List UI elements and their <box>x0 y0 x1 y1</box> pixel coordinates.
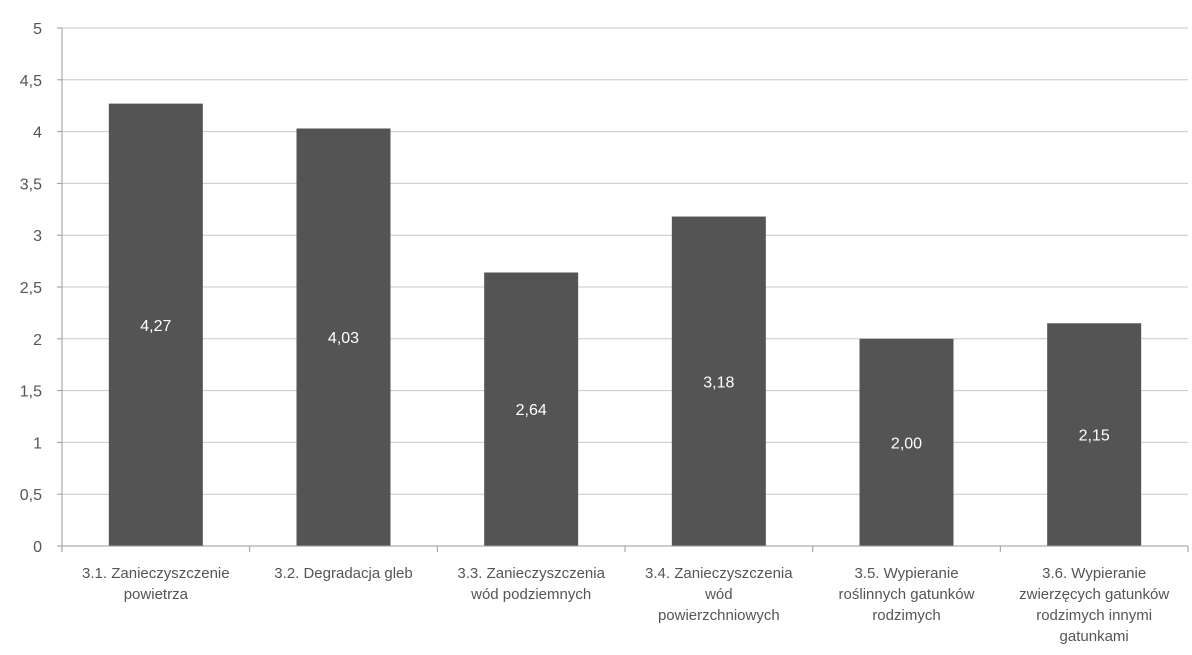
category-label-line: powietrza <box>124 586 189 603</box>
bar <box>1047 323 1142 546</box>
x-axis-category-labels: 3.1. Zanieczyszczenie powietrza 3.2. Degra… <box>82 565 1169 645</box>
category-label-line: 3.2. Degradacja gleb <box>274 565 412 582</box>
data-label: 2,15 <box>1079 428 1110 445</box>
category-label-line: wód podziemnych <box>470 586 591 603</box>
category-label-line: zwierzęcych gatunków <box>1019 586 1169 603</box>
y-tick-label: 5 <box>33 21 42 38</box>
y-tick-label: 3 <box>33 228 42 245</box>
category-label-line: 3.3. Zanieczyszczenia <box>457 565 605 582</box>
bars <box>108 103 1142 547</box>
bar <box>108 103 203 547</box>
bar <box>484 272 579 546</box>
bar <box>671 216 766 546</box>
y-tick-label: 4 <box>33 125 42 142</box>
y-tick-label: 1 <box>33 435 42 452</box>
category-label-line: roślinnych gatunków <box>839 586 975 603</box>
y-tick-label: 0,5 <box>20 487 42 504</box>
y-axis-tick-labels: 0 0,5 1 1,5 2 2,5 3 3,5 4 4,5 5 <box>20 21 42 556</box>
category-label-line: 3.5. Wypieranie <box>854 565 958 582</box>
category-label-line: powierzchniowych <box>658 607 780 624</box>
category-label-line: gatunkami <box>1060 628 1129 645</box>
category-label-line: rodzimych innymi <box>1036 607 1152 624</box>
category-label: 3.4. Zanieczyszczenia wód powierzchniowych <box>645 565 793 624</box>
category-label-line: rodzimych <box>872 607 940 624</box>
y-tick-label: 2 <box>33 332 42 349</box>
category-label-line: 3.4. Zanieczyszczenia <box>645 565 793 582</box>
gridlines <box>62 27 1188 495</box>
category-label: 3.2. Degradacja gleb <box>274 565 412 582</box>
category-label: 3.6. Wypieranie zwierzęcych gatunków rodzi… <box>1019 565 1169 645</box>
y-tick-label: 1,5 <box>20 384 42 401</box>
data-label: 2,00 <box>891 435 922 452</box>
category-label-line: wód <box>704 586 733 603</box>
data-label: 2,64 <box>516 402 547 419</box>
y-tick-label: 2,5 <box>20 280 42 297</box>
data-label: 3,18 <box>703 374 734 391</box>
category-label-line: 3.1. Zanieczyszczenie <box>82 565 230 582</box>
category-label: 3.5. Wypieranie roślinnych gatunków rodzim… <box>839 565 975 624</box>
bar <box>296 128 391 546</box>
y-tick-label: 4,5 <box>20 73 42 90</box>
data-label: 4,27 <box>140 318 171 335</box>
category-label: 3.1. Zanieczyszczenie powietrza <box>82 565 230 603</box>
bar <box>859 338 954 546</box>
category-label-line: 3.6. Wypieranie <box>1042 565 1146 582</box>
category-label: 3.3. Zanieczyszczenia wód podziemnych <box>457 565 605 603</box>
data-labels: 4,27 4,03 2,64 3,18 2,00 2,15 <box>140 318 1110 453</box>
y-tick-label: 3,5 <box>20 176 42 193</box>
data-label: 4,03 <box>328 330 359 347</box>
y-tick-label: 0 <box>33 539 42 556</box>
axes <box>57 27 1189 552</box>
